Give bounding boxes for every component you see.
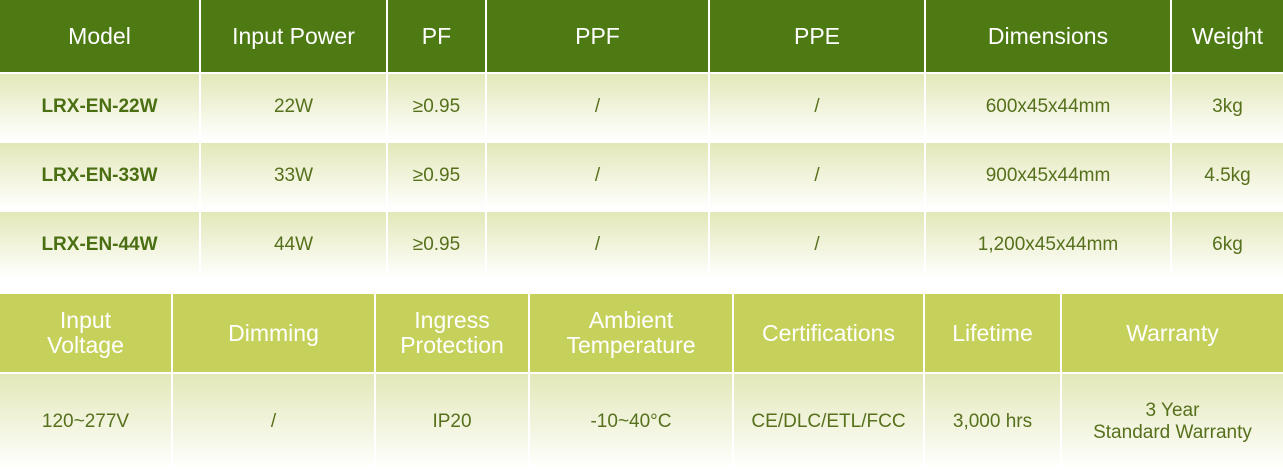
cell-text: / [814,96,820,117]
body-cell: / [710,74,924,140]
body-cell: 3kg [1172,74,1283,140]
body-cell: 600x45x44mm [926,74,1170,140]
cell-text: 4.5kg [1204,165,1251,186]
body-cell: / [487,74,708,140]
header-cell: PPF [487,0,708,72]
cell-text: Input [59,307,112,333]
cell-text: / [814,234,820,255]
body-cell: / [710,212,924,278]
cell-text: / [814,165,820,186]
cell-text: / [594,96,601,117]
header-cell: Model [0,0,199,72]
header-cell: Input Power [201,0,386,72]
header-cell: Certifications [734,294,923,372]
body-cell: 900x45x44mm [926,143,1170,209]
cell-text: ≥0.95 [412,165,461,186]
cell-text: 44W [273,234,314,255]
body-cell: ≥0.95 [388,212,485,278]
header-cell: Input Voltage [0,294,171,372]
header-cell: Ambient Temperature [530,294,732,372]
cell-text: 120~277V [41,411,130,432]
cell-text: IP20 [432,411,472,432]
body-cell: 33W [201,143,386,209]
cell-text: 3 Year [1145,400,1200,421]
cell-text: Voltage [47,332,124,358]
cell-text: LRX-EN-22W [41,96,158,117]
cell-text: Standard Warranty [1093,422,1252,443]
cell-text: LRX-EN-33W [41,165,158,186]
body-cell: 3 Year Standard Warranty [1062,374,1283,470]
header-cell: Ingress Protection [376,294,528,372]
cell-text: 3,000 hrs [952,411,1033,432]
body-cell: ≥0.95 [388,143,485,209]
header-cell: Weight [1172,0,1283,72]
body-cell: LRX-EN-33W [0,143,199,209]
body-cell: CE/DLC/ETL/FCC [734,374,923,470]
header-cell: PF [388,0,485,72]
body-cell: 6kg [1172,212,1283,278]
cell-text: ≥0.95 [412,96,461,117]
body-cell: / [487,143,708,209]
cell-text: PPF [575,22,620,49]
cell-text: 33W [273,165,314,186]
cell-text: 22W [273,96,314,117]
body-cell: / [487,212,708,278]
body-cell: 120~277V [0,374,171,470]
cell-text: / [594,234,601,255]
cell-text: Model [68,22,131,49]
body-cell: IP20 [376,374,528,470]
cell-text: 6kg [1212,234,1243,255]
cell-text: Ingress [414,307,490,333]
cell-text: Certifications [762,319,895,346]
cell-text: Dimensions [987,22,1109,49]
cell-text: 600x45x44mm [985,96,1111,117]
cell-text: Weight [1191,22,1264,49]
cell-text: Warranty [1126,319,1219,346]
cell-text: Lifetime [952,319,1033,346]
body-cell: 3,000 hrs [925,374,1060,470]
body-cell: / [173,374,374,470]
body-cell: 44W [201,212,386,278]
cell-text: Ambient [588,307,674,333]
header-cell: Warranty [1062,294,1283,372]
cell-text: -10~40°C [590,411,672,432]
header-cell: Lifetime [925,294,1060,372]
cell-text: CE/DLC/ETL/FCC [751,411,906,432]
body-cell: 1,200x45x44mm [926,212,1170,278]
body-cell: 22W [201,74,386,140]
cell-text: LRX-EN-44W [41,234,158,255]
cell-text: 900x45x44mm [985,165,1111,186]
header-cell: PPE [710,0,924,72]
body-cell: LRX-EN-22W [0,74,199,140]
header-cell: Dimming [173,294,374,372]
cell-text: / [594,165,601,186]
body-cell: LRX-EN-44W [0,212,199,278]
cell-text: PF [421,22,452,49]
body-cell: ≥0.95 [388,74,485,140]
cell-text: PPE [793,22,841,49]
cell-text: / [270,411,277,432]
cell-text: Protection [400,332,504,358]
body-cell: -10~40°C [530,374,732,470]
cell-text: 1,200x45x44mm [977,234,1119,255]
header-cell: Dimensions [926,0,1170,72]
cell-text: Temperature [566,332,696,358]
cell-text: Input Power [232,22,355,49]
cell-text: 3kg [1212,96,1243,117]
cell-text: Dimming [228,319,319,346]
cell-text: ≥0.95 [412,234,461,255]
body-cell: 4.5kg [1172,143,1283,209]
body-cell: / [710,143,924,209]
